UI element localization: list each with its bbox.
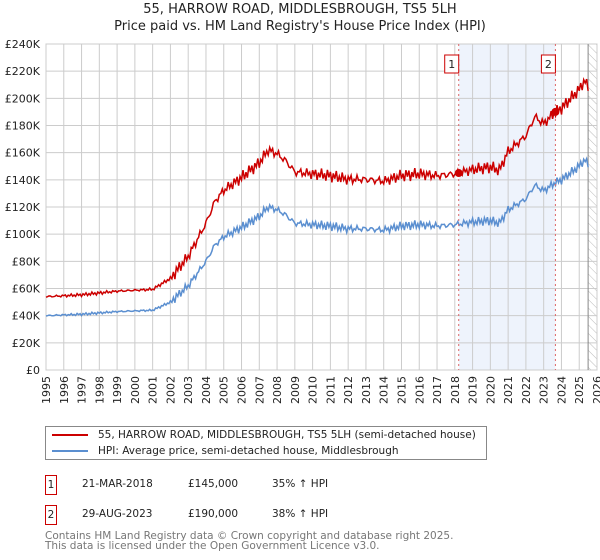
y-tick-label: £200K xyxy=(5,92,41,105)
y-tick-label: £20K xyxy=(12,337,41,350)
sale-point xyxy=(551,107,560,116)
x-tick-label: 2011 xyxy=(324,376,337,404)
chart-title: 55, HARROW ROAD, MIDDLESBROUGH, TS5 5LH xyxy=(143,2,457,17)
x-tick-label: 2010 xyxy=(307,376,320,404)
y-tick-label: £240K xyxy=(5,38,41,51)
x-tick-label: 2024 xyxy=(555,376,568,404)
footer-line: This data is licensed under the Open Gov… xyxy=(45,540,380,552)
legend-swatch-blue xyxy=(52,450,88,452)
plot-area: 1995 1996 1997 1998 1999 2000 2001 2002 2003 2004… xyxy=(5,38,600,404)
x-tick-label: 2003 xyxy=(182,376,195,404)
x-tick-label: 2020 xyxy=(484,376,497,404)
property-price-line xyxy=(45,77,589,299)
x-tick-label: 2026 xyxy=(591,376,600,404)
x-tick-label: 1995 xyxy=(40,376,53,404)
x-tick-label: 2022 xyxy=(520,376,533,404)
x-tick-label: 2014 xyxy=(378,376,391,404)
y-tick-label: £100K xyxy=(5,228,41,241)
x-tick-label: 2002 xyxy=(164,376,177,404)
x-tick-label: 2018 xyxy=(449,376,462,404)
y-tick-label: £120K xyxy=(5,201,41,214)
x-tick-label: 2021 xyxy=(502,376,515,404)
sale-label-box xyxy=(540,54,556,74)
sale-point xyxy=(454,169,463,178)
x-tick-label: 2007 xyxy=(253,376,266,404)
sale-label: 2 xyxy=(545,58,552,71)
chart-subtitle: Price paid vs. HM Land Registry's House … xyxy=(114,19,486,34)
y-tick-label: £0 xyxy=(26,364,40,377)
x-tick-label: 2013 xyxy=(360,376,373,404)
legend-label: 55, HARROW ROAD, MIDDLESBROUGH, TS5 5LH … xyxy=(98,429,476,441)
y-tick-label: £220K xyxy=(5,65,41,78)
y-tick-label: £160K xyxy=(5,147,41,160)
legend-swatch-red xyxy=(52,434,88,436)
sale-price: £145,000 xyxy=(188,478,239,490)
legend-item-hpi: HPI: Average price, semi-detached house,… xyxy=(52,444,399,458)
x-tick-label: 2005 xyxy=(218,376,231,404)
legend-item-property: 55, HARROW ROAD, MIDDLESBROUGH, TS5 5LH … xyxy=(52,428,476,442)
x-tick-label: 1999 xyxy=(111,376,124,404)
y-tick-label: £60K xyxy=(12,283,41,296)
y-tick-label: £140K xyxy=(5,174,41,187)
sale-badge: 2 xyxy=(45,505,57,525)
sale-hpi: 38% ↑ HPI xyxy=(272,508,329,520)
x-tick-label: 2023 xyxy=(538,376,551,404)
plot-border xyxy=(45,43,598,371)
x-tick-label: 2006 xyxy=(236,376,249,404)
legend-label: HPI: Average price, semi-detached house,… xyxy=(98,445,399,457)
sale-price: £190,000 xyxy=(188,508,239,520)
sale-hpi: 35% ↑ HPI xyxy=(272,478,329,490)
y-tick-label: £40K xyxy=(12,310,41,323)
x-tick-label: 2008 xyxy=(271,376,284,404)
x-tick-label: 2015 xyxy=(395,376,408,404)
x-tick-label: 2004 xyxy=(200,376,213,404)
sale-date: 29-AUG-2023 xyxy=(82,508,153,520)
y-tick-label: £180K xyxy=(5,120,41,133)
footer-line: Contains HM Land Registry data © Crown c… xyxy=(45,530,454,542)
sale-label: 1 xyxy=(448,58,455,71)
x-tick-label: 1997 xyxy=(76,376,89,404)
sale-badge: 1 xyxy=(45,475,57,495)
x-tick-label: 2017 xyxy=(431,376,444,404)
x-tick-label: 1998 xyxy=(93,376,106,404)
y-tick-label: £80K xyxy=(12,255,41,268)
hpi-line xyxy=(45,156,589,317)
x-tick-label: 2001 xyxy=(147,376,160,404)
x-tick-label: 2000 xyxy=(129,376,142,404)
x-tick-label: 2019 xyxy=(467,376,480,404)
sale-date: 21-MAR-2018 xyxy=(82,478,153,490)
x-tick-label: 2016 xyxy=(413,376,426,404)
x-tick-label: 1996 xyxy=(58,376,71,404)
x-tick-label: 2009 xyxy=(289,376,302,404)
legend: 55, HARROW ROAD, MIDDLESBROUGH, TS5 5LH … xyxy=(45,426,487,460)
sale-label-box xyxy=(444,54,460,74)
x-tick-label: 2025 xyxy=(573,376,586,404)
footer: Contains HM Land Registry data © Crown c… xyxy=(45,530,454,552)
x-tick-label: 2012 xyxy=(342,376,355,404)
